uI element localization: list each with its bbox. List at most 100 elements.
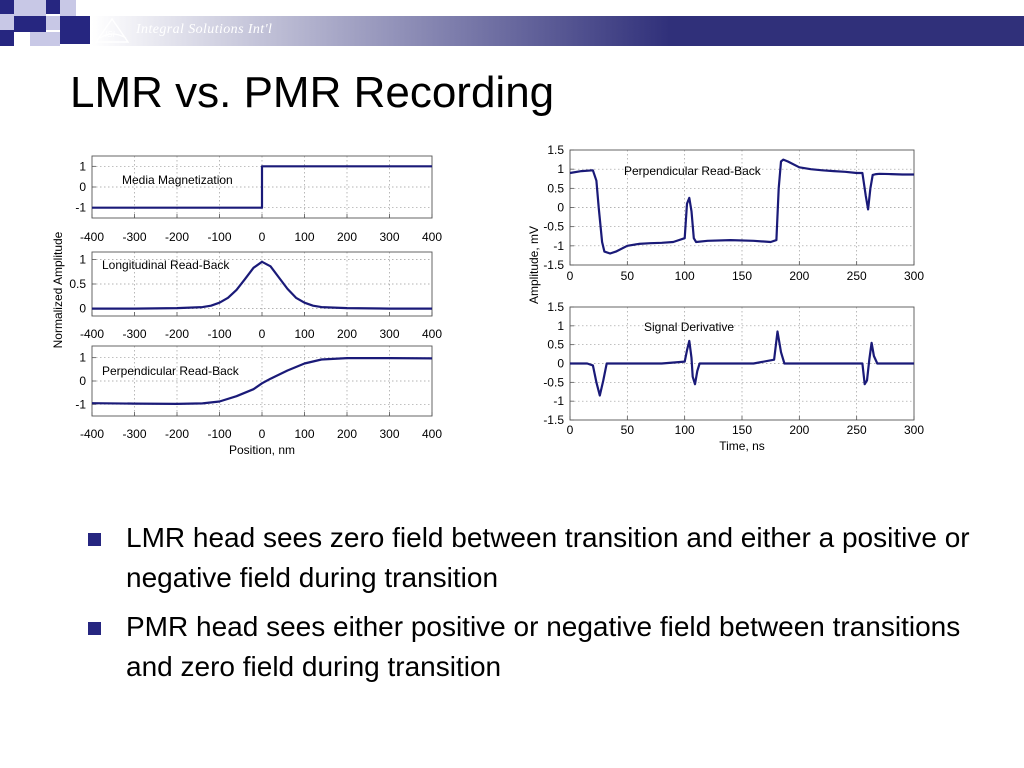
decorative-square [14,0,46,16]
decorative-square [0,0,14,14]
x-tick-label: 400 [422,230,442,244]
x-tick-label: -100 [207,327,231,341]
y-tick-label: 1 [79,252,86,266]
bullet-list: LMR head sees zero field between transit… [88,518,988,696]
bullet-text: PMR head sees either positive or negativ… [126,611,961,682]
series-line [92,165,432,209]
series-line [91,357,433,405]
header-gradient-bar [92,16,1024,46]
decorative-square [60,16,90,44]
y-tick-label: 1.5 [547,300,564,314]
chart-panel: 0 50 100 150 200 250 300 1.5 1 0.5 0 -0.5 -1 -1.5 Sign… [543,300,924,453]
x-tick-label: 300 [904,423,924,437]
x-tick-label: -100 [207,230,231,244]
y-tick-label: 0.5 [547,181,564,195]
y-tick-label: -1 [75,397,86,411]
x-tick-label: 400 [422,427,442,441]
x-tick-label: -400 [80,327,104,341]
header-band [92,16,1024,46]
x-tick-label: -100 [207,427,231,441]
x-tick-label: 0 [567,423,574,437]
x-tick-label: 200 [337,327,357,341]
y-tick-label: -1 [553,394,564,408]
y-tick-label: 1 [557,319,564,333]
panel-title: Signal Derivative [644,320,734,334]
decorative-square [60,0,76,16]
x-tick-label: 100 [294,327,314,341]
x-tick-label: 300 [379,230,399,244]
y-tick-label: 0 [79,302,86,316]
square-bullet-icon [88,533,101,546]
y-tick-label: 1.5 [547,143,564,157]
panel-title: Perpendicular Read-Back [102,364,240,378]
decorative-square [46,0,60,14]
x-tick-label: 100 [675,269,695,283]
x-tick-label: 50 [621,423,635,437]
x-tick-label: 200 [789,269,809,283]
brand-logo: ISI Integral Solutions Int'l [92,16,322,46]
series-line [92,260,432,310]
x-tick-label: 400 [422,327,442,341]
x-axis-label: Time, ns [719,439,765,453]
square-bullet-icon [88,622,101,635]
x-tick-label: 0 [259,230,266,244]
x-tick-label: -200 [165,327,189,341]
x-tick-label: 100 [675,423,695,437]
x-tick-label: -300 [122,230,146,244]
x-tick-label: 200 [789,423,809,437]
brand-name: Integral Solutions Int'l [136,22,273,37]
y-tick-label: 1 [557,162,564,176]
y-tick-label: 0 [79,374,86,388]
x-tick-label: -200 [165,427,189,441]
bullet-item: LMR head sees zero field between transit… [88,518,988,598]
y-tick-label: 0.5 [547,338,564,352]
x-tick-label: 0 [259,427,266,441]
y-tick-label: 0 [557,201,564,215]
x-tick-label: 150 [732,423,752,437]
y-tick-label: 1 [79,351,86,365]
x-tick-label: -300 [122,427,146,441]
bullet-item: PMR head sees either positive or negativ… [88,607,988,687]
x-tick-label: 300 [904,269,924,283]
x-tick-label: -400 [80,427,104,441]
chart-panel: 0 50 100 150 200 250 300 1.5 1 0.5 0 -0.5 -1 -1.5 Perp… [543,143,924,283]
y-tick-label: 0 [557,357,564,371]
series-line [569,158,914,255]
bullet-text: LMR head sees zero field between transit… [126,522,970,593]
chart-panel: -400 -300 -200 -100 0 100 200 300 400 1 0 -1 Perpend… [75,345,442,457]
logo-initials: ISI [105,30,116,39]
x-tick-label: 200 [337,427,357,441]
panel-title: Longitudinal Read-Back [102,258,230,272]
x-tick-label: 0 [259,327,266,341]
x-tick-label: 300 [379,427,399,441]
x-tick-label: 150 [732,269,752,283]
x-tick-label: 0 [567,269,574,283]
y-tick-label: 1 [79,159,86,173]
decorative-square [46,16,60,30]
x-tick-label: 250 [847,269,867,283]
decorative-square [0,30,14,46]
decorative-square [0,14,14,30]
chart-panel: -400 -300 -200 -100 0 100 200 300 400 1 0 -1 Media M… [75,155,442,244]
y-axis-label: Amplitude, mV [527,226,541,304]
panel-title: Media Magnetization [122,173,233,187]
y-tick-label: -1 [75,201,86,215]
x-tick-label: -300 [122,327,146,341]
x-tick-label: 100 [294,427,314,441]
x-tick-label: 250 [847,423,867,437]
y-axis-label: Normalized Amplitude [51,231,65,348]
y-tick-label: -1.5 [543,258,564,272]
x-tick-label: -400 [80,230,104,244]
x-tick-label: 200 [337,230,357,244]
panel-title: Perpendicular Read-Back [624,164,762,178]
y-tick-label: 0.5 [69,277,86,291]
chart-panel: -400 -300 -200 -100 0 100 200 300 400 1 0.5 0 Longit… [69,251,442,341]
y-tick-label: -0.5 [543,220,564,234]
y-tick-label: -1 [553,239,564,253]
y-tick-label: -1.5 [543,413,564,427]
x-tick-label: 300 [379,327,399,341]
y-tick-label: -0.5 [543,375,564,389]
series-line [570,330,914,397]
